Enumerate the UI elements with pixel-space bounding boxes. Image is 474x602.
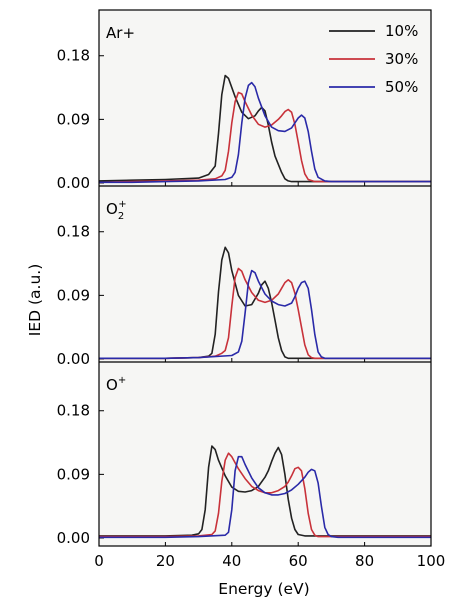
legend-label: 30% (385, 50, 418, 68)
series-line-10pct (99, 246, 431, 360)
y-tick-label: 0.18 (57, 47, 90, 65)
series-line-50pct (99, 81, 431, 184)
y-tick-label: 0.18 (57, 402, 90, 420)
panel-background (99, 10, 431, 186)
panel-label-superscript: + (118, 199, 126, 210)
panel-label-subscript: 2 (118, 211, 124, 222)
x-tick-label: 100 (417, 552, 446, 570)
panel-label: Ar+ (106, 24, 135, 42)
x-tick-label: 20 (156, 552, 175, 570)
y-axis-title: IED (a.u.) (26, 264, 44, 337)
panel-3: 0.00 0.09 0.18 O+ (57, 362, 432, 547)
panel-2: 0.00 0.09 0.18 O2+ (57, 186, 432, 368)
panel-label-base: Ar (106, 24, 123, 42)
legend-label: 10% (385, 22, 418, 40)
panel-1: 0.00 0.09 0.18 Ar+ (57, 10, 432, 192)
series-line-30pct (98, 91, 431, 184)
series-line-30pct (99, 267, 431, 360)
legend-label: 50% (385, 78, 418, 96)
y-tick-label: 0.00 (57, 174, 90, 192)
legend: 10% 30% 50% (329, 22, 418, 96)
series-line-30pct (99, 452, 431, 538)
y-tick-label: 0.00 (57, 529, 90, 547)
x-tick-label: 80 (355, 552, 374, 570)
panel-label: O2+ (106, 199, 127, 222)
x-tick-label: 0 (94, 552, 104, 570)
y-tick-label: 0.00 (57, 350, 90, 368)
y-tick-label: 0.09 (57, 110, 90, 128)
x-axis-title: Energy (eV) (218, 580, 309, 598)
chart-panels: 0.000.090.18Ar+0.000.090.18O2+0.000.090.… (57, 9, 446, 570)
series-line-50pct (99, 269, 431, 360)
panel-background (99, 362, 431, 546)
plot-frame (98, 9, 432, 547)
y-tick-label: 0.09 (57, 286, 90, 304)
panel-background (99, 186, 431, 362)
series-line-10pct (98, 74, 431, 183)
panel-label-superscript: + (122, 24, 135, 42)
y-tick-label: 0.09 (57, 465, 90, 483)
panel-label-base: O (106, 376, 118, 394)
x-tick-label: 60 (289, 552, 308, 570)
y-tick-label: 0.18 (57, 223, 90, 241)
panel-label: O+ (106, 375, 126, 394)
series-line-50pct (99, 455, 431, 539)
panel-label-base: O (106, 200, 118, 218)
panel-label-superscript: + (118, 375, 126, 386)
x-tick-label: 40 (222, 552, 241, 570)
